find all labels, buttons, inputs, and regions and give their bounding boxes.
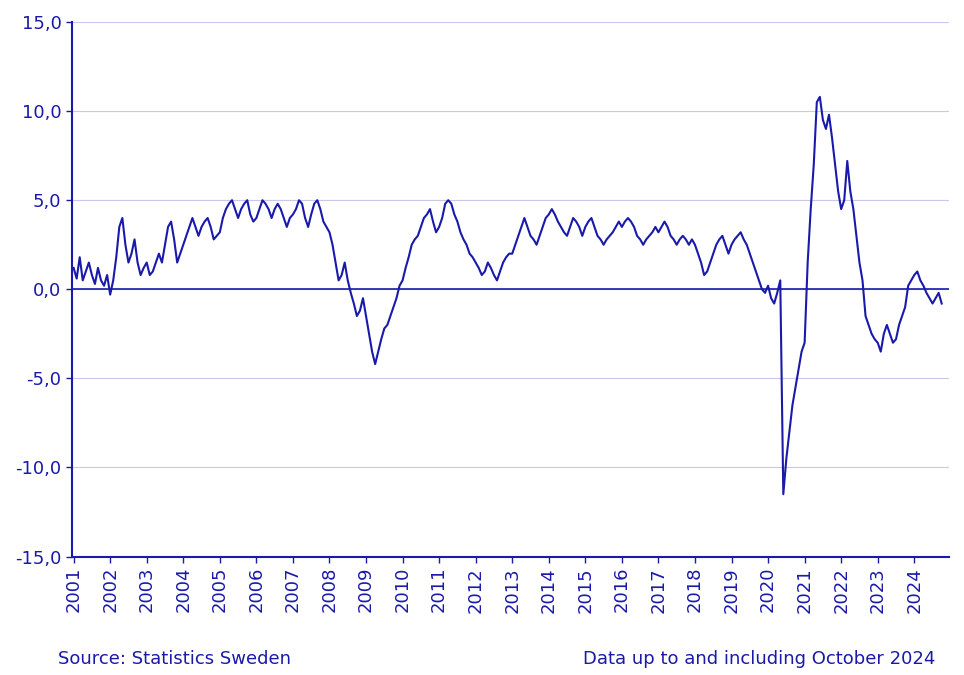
- Text: Source: Statistics Sweden: Source: Statistics Sweden: [58, 650, 291, 668]
- Text: Data up to and including October 2024: Data up to and including October 2024: [582, 650, 935, 668]
